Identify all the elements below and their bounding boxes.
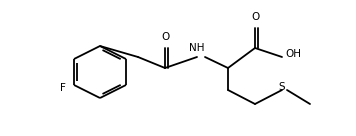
Text: S: S — [279, 82, 285, 92]
Text: OH: OH — [285, 49, 301, 59]
Text: NH: NH — [189, 43, 205, 53]
Text: F: F — [60, 83, 66, 93]
Text: O: O — [251, 12, 259, 22]
Text: O: O — [161, 32, 169, 42]
